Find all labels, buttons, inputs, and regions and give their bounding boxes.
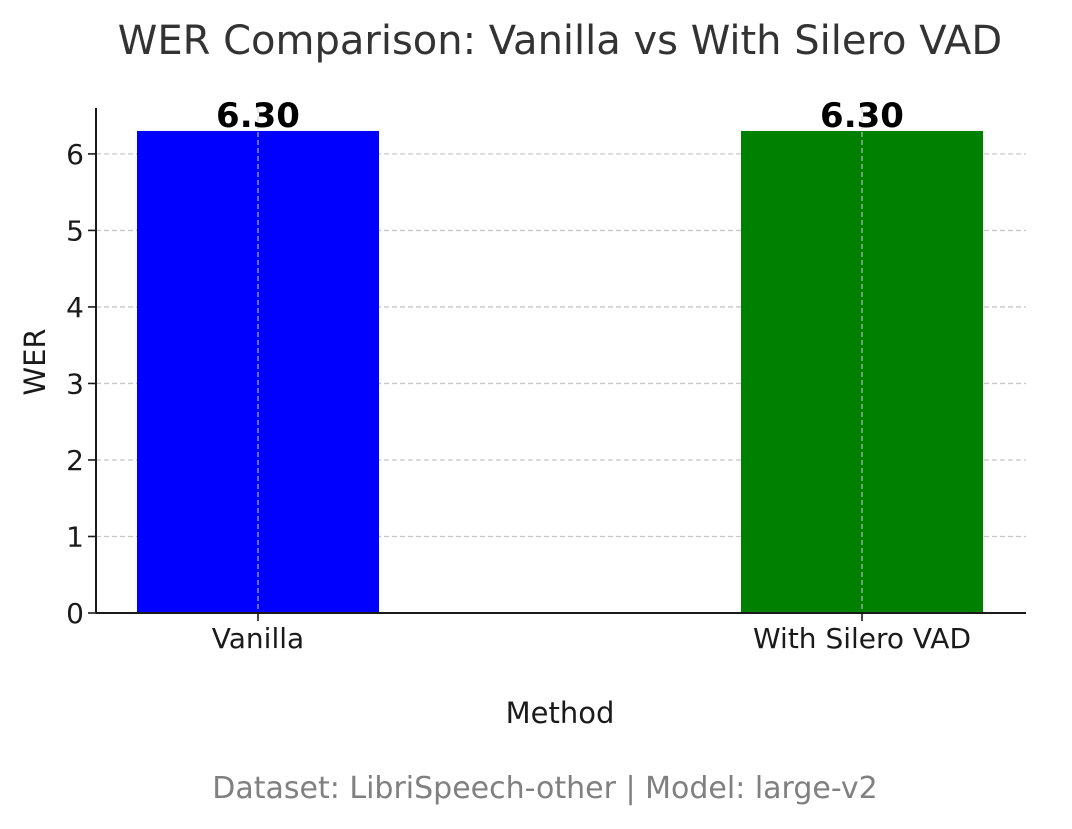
y-tick-label: 0 xyxy=(66,597,84,630)
x-tick-labels: Vanilla With Silero VAD xyxy=(212,622,971,655)
y-tick-label: 2 xyxy=(66,444,84,477)
y-tick-label: 3 xyxy=(66,367,84,400)
bars xyxy=(137,130,983,614)
chart-title: WER Comparison: Vanilla vs With Silero V… xyxy=(118,18,1002,64)
x-tick-label: Vanilla xyxy=(212,622,304,655)
bar-value-label: 6.30 xyxy=(820,96,904,136)
y-tick-label: 5 xyxy=(66,214,84,247)
bar-value-label: 6.30 xyxy=(216,96,300,136)
x-axis-label: Method xyxy=(506,696,615,730)
y-tick-label: 1 xyxy=(66,520,84,553)
footnote: Dataset: LibriSpeech-other | Model: larg… xyxy=(212,771,877,806)
bar-value-labels: 6.30 6.30 xyxy=(216,96,904,136)
y-tick-label: 6 xyxy=(66,138,84,171)
axes xyxy=(88,108,1026,621)
x-tick-label: With Silero VAD xyxy=(753,622,971,655)
vertical-gridlines xyxy=(257,108,863,613)
y-tick-label: 4 xyxy=(66,291,84,324)
y-axis-label: WER xyxy=(18,328,52,395)
y-tick-labels: 0 1 2 3 4 5 6 xyxy=(66,138,84,630)
